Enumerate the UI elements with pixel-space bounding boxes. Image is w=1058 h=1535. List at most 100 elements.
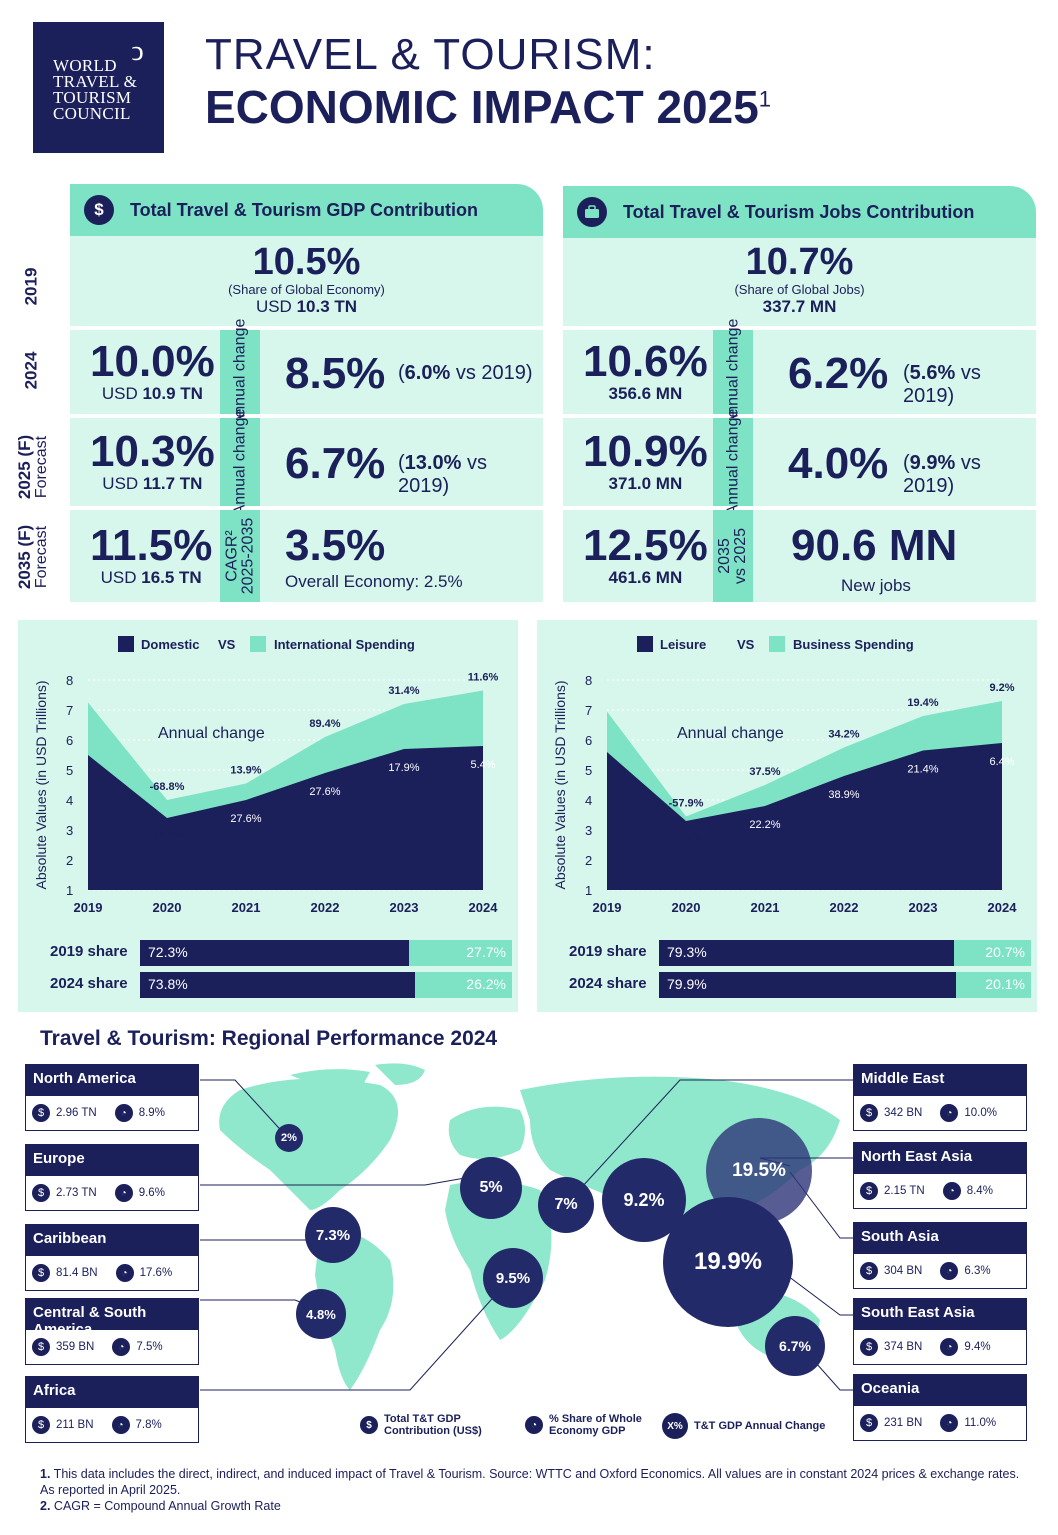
region-name: South East Asia (853, 1298, 1027, 1329)
change-bubble: 7.3% (305, 1207, 361, 1263)
pie-chart-icon: ◔ (115, 1264, 134, 1282)
region-card-south-east-asia: South East Asia $374 BN ◔ 9.4% (853, 1298, 1027, 1365)
data-label-b: -57.9% (669, 798, 704, 810)
gdp-2024-vs: (6.0% vs 2019) (398, 362, 533, 384)
region-card-europe: Europe $2.73 TN ◔ 9.6% (25, 1144, 199, 1211)
dollar-icon: $ (860, 1414, 878, 1432)
annotation: Annual change (158, 725, 265, 742)
region-gdp: 81.4 BN (56, 1267, 98, 1279)
y-tick-label: 6 (66, 733, 73, 748)
x-tick-label: 2024 (988, 900, 1018, 915)
data-label-a: 27.6% (230, 813, 261, 825)
y-tick-label: 1 (66, 883, 73, 898)
y-tick-label: 7 (66, 703, 73, 718)
region-name: Europe (25, 1144, 199, 1175)
gdp-2024-row: 10.0% USD 10.9 TN Annual change 8.5% (6.… (70, 319, 543, 425)
y-axis-label: Absolute Values (in USD Trillions) (33, 680, 49, 889)
data-label-a: 5.4% (470, 759, 495, 771)
y-tick-label: 5 (585, 763, 592, 778)
jobs-2025-count: 371.0 MN (608, 474, 683, 493)
pie-chart-icon: ◔ (111, 1416, 130, 1434)
gdp-2035-row: 11.5% USD 16.5 TN CAGR² 2025-2035 3.5% Ov… (70, 510, 543, 602)
region-name: Middle East (853, 1064, 1027, 1095)
share-label: 2019 share (569, 943, 647, 960)
footnote-1: 1. This data includes the direct, indire… (40, 1467, 1020, 1497)
y-tick-label: 4 (66, 793, 73, 808)
jobs-2024-share: 10.6% (583, 337, 708, 386)
y-tick-label: 2 (585, 853, 592, 868)
region-name: Central & South America (25, 1298, 199, 1338)
region-values: $374 BN ◔ 9.4% (853, 1329, 1027, 1365)
change-bubble: 5% (460, 1157, 522, 1219)
region-share: 9.4% (964, 1341, 991, 1353)
x-tick-label: 2022 (311, 900, 340, 915)
chart-domestic-international: Domestic VS International Spending 1 2 3 4 5 6 7 8… (33, 636, 499, 915)
region-values: $342 BN ◔ 10.0% (853, 1095, 1027, 1131)
region-card-north-america: North America $2.96 TN ◔ 8.9% (25, 1064, 199, 1131)
region-share: 17.6% (139, 1267, 173, 1279)
y-tick-label: 5 (66, 763, 73, 778)
x-tick-label: 2019 (593, 900, 622, 915)
data-label-a: 22.2% (749, 819, 780, 831)
jobs-2035-share: 12.5% (583, 521, 708, 570)
legend-label-b: International Spending (274, 637, 415, 652)
change-bubble: 7% (538, 1177, 594, 1233)
share-bar-a: 72.3% (140, 940, 409, 966)
dollar-icon: $ (860, 1262, 878, 1280)
y-tick-label: 4 (585, 793, 592, 808)
regional-title: Travel & Tourism: Regional Performance 2… (40, 1027, 498, 1050)
legend-label-a: Domestic (141, 637, 200, 652)
region-name: North America (25, 1064, 199, 1095)
jobs-2035-note: New jobs (841, 576, 911, 595)
y-tick-label: 3 (585, 823, 592, 838)
pie-chart-icon: ◔ (940, 1414, 959, 1432)
pie-chart-icon: ◔ (112, 1338, 131, 1356)
region-share: 8.9% (138, 1107, 165, 1119)
x-tick-label: 2024 (469, 900, 499, 915)
share-bar-b: 26.2% (414, 972, 512, 998)
dollar-icon: $ (32, 1338, 50, 1356)
legend-swatch-a (637, 636, 653, 652)
region-share: 7.5% (136, 1341, 163, 1353)
region-card-north-east-asia: North East Asia $2.15 TN ◔ 8.4% (853, 1142, 1027, 1209)
jobs-2019-share: 10.7% (745, 241, 854, 283)
y-tick-label: 8 (585, 673, 592, 688)
x-tick-label: 2020 (153, 900, 182, 915)
page-title-line2: ECONOMIC IMPACT 20251 (205, 81, 772, 133)
briefcase-icon (577, 197, 607, 227)
data-label-a: 21.4% (907, 764, 938, 776)
pie-chart-icon: ◔ (114, 1104, 133, 1122)
gdp-2025-row: 10.3% USD 11.7 TN Annual change 6.7% (13… (70, 409, 543, 515)
jobs-2025-row: 10.9% 371.0 MN Annual change 4.0% (9.9% … (563, 409, 1036, 515)
region-gdp: 359 BN (56, 1341, 95, 1353)
change-bubble: 4.8% (296, 1289, 346, 1339)
share-bar: 73.8% 26.2% (140, 972, 512, 998)
region-gdp: 211 BN (56, 1419, 94, 1431)
jobs-card-header: Total Travel & Tourism Jobs Contribution (563, 186, 1036, 238)
region-gdp: 342 BN (884, 1107, 923, 1119)
series-area-a (88, 746, 483, 890)
dollar-icon: $ (860, 1338, 878, 1356)
data-label-a: 27.6% (309, 786, 340, 798)
share-bar-b: 20.1% (956, 972, 1031, 998)
region-share: 8.4% (966, 1185, 993, 1197)
dollar-icon: $ (360, 1416, 378, 1434)
jobs-2025-vs: (9.9% vs 2019) (903, 452, 981, 497)
change-bubble: 19.9% (663, 1197, 793, 1327)
region-name: North East Asia (853, 1142, 1027, 1173)
gdp-2019-row: 10.5% (Share of Global Economy) USD 10.3… (70, 236, 543, 326)
legend-gdp: $ Total T&T GDP Contribution (US$) (360, 1413, 510, 1437)
jobs-2024-vs: (5.6% vs 2019) (903, 362, 981, 407)
data-label-a: -51.4% (669, 832, 704, 844)
change-bubble: 9.5% (483, 1248, 543, 1308)
change-bubble-icon: X% (662, 1413, 688, 1439)
data-label-b: 9.2% (989, 682, 1014, 694)
y-axis-label: Absolute Values (in USD Trillions) (552, 680, 568, 889)
pie-chart-icon: ◔ (940, 1262, 959, 1280)
region-values: $2.96 TN ◔ 8.9% (25, 1095, 199, 1131)
year-label-2025: 2025 (F) Forecast (15, 434, 50, 500)
region-card-middle-east: Middle East $342 BN ◔ 10.0% (853, 1064, 1027, 1131)
share-bar: 72.3% 27.7% (140, 940, 512, 966)
x-tick-label: 2023 (909, 900, 938, 915)
region-values: $211 BN ◔ 7.8% (25, 1407, 199, 1443)
